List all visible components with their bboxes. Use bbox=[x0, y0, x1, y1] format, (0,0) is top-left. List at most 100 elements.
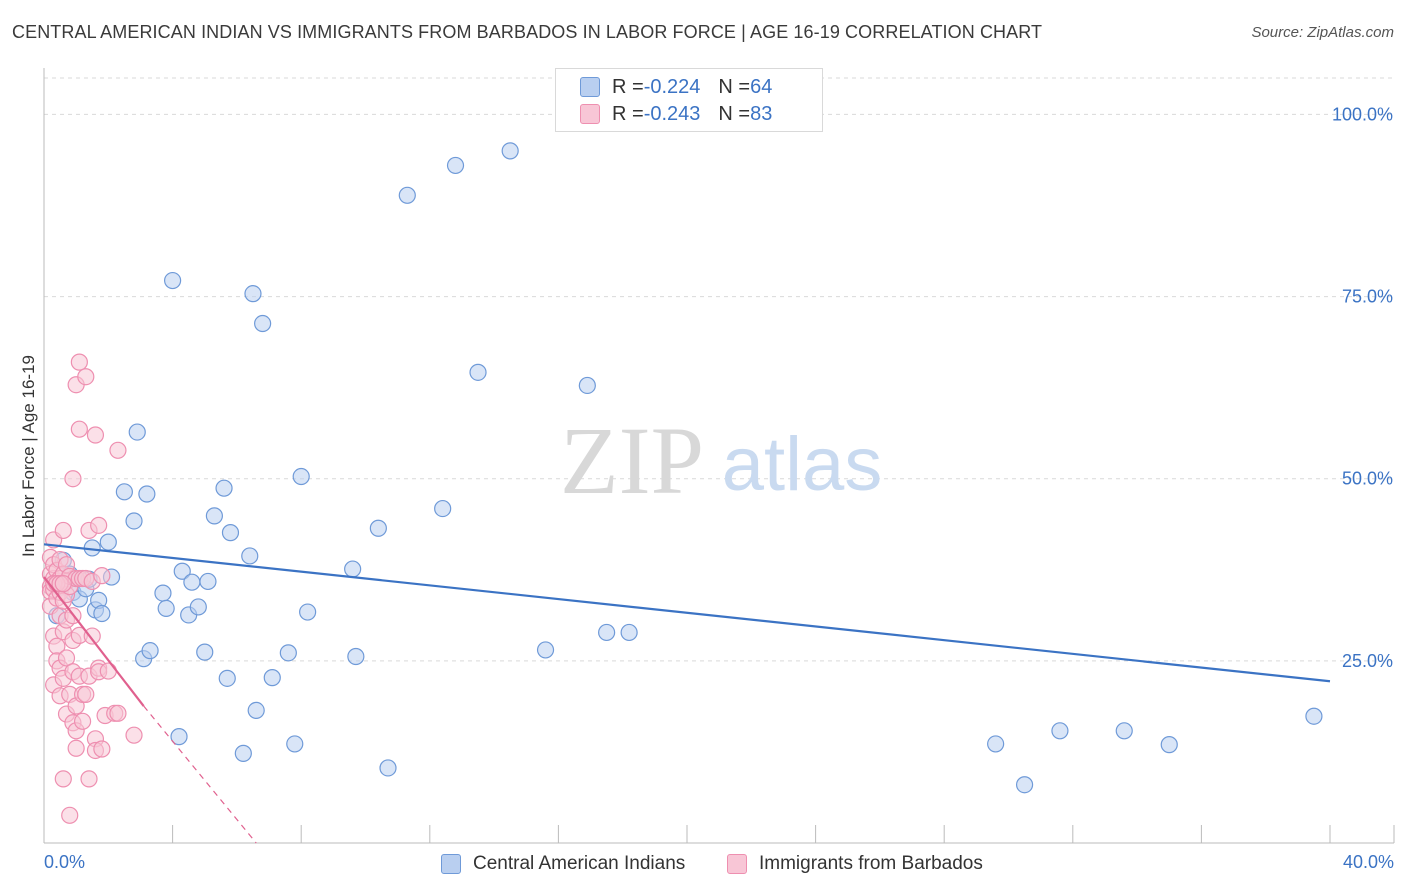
y-tick-label: 100.0% bbox=[1332, 104, 1393, 124]
data-point bbox=[90, 516, 108, 534]
x-tick-max: 40.0% bbox=[1342, 852, 1394, 872]
source-label: Source: ZipAtlas.com bbox=[1251, 24, 1394, 41]
x-tick-min: 0.0% bbox=[44, 852, 86, 872]
data-point bbox=[1305, 707, 1323, 725]
data-point bbox=[154, 584, 172, 602]
data-point bbox=[620, 623, 638, 642]
data-point bbox=[86, 426, 105, 444]
trend-line-blue bbox=[43, 543, 1331, 683]
data-point bbox=[578, 376, 596, 395]
data-point bbox=[77, 368, 95, 386]
data-point bbox=[173, 562, 191, 580]
data-point bbox=[109, 441, 127, 459]
data-point bbox=[247, 701, 265, 720]
data-point bbox=[157, 599, 175, 618]
trend-line-pink-extension bbox=[143, 705, 257, 844]
legend-n-label: N = bbox=[718, 102, 751, 125]
y-tick-label: 75.0% bbox=[1342, 287, 1393, 307]
data-point bbox=[115, 483, 133, 501]
data-point bbox=[205, 507, 223, 525]
data-point bbox=[70, 420, 88, 438]
data-point bbox=[54, 575, 72, 593]
data-point bbox=[263, 669, 281, 687]
legend-n-value: 83 bbox=[750, 102, 773, 125]
data-point bbox=[61, 806, 79, 824]
data-point bbox=[347, 647, 365, 666]
watermark-zip: ZIP bbox=[560, 407, 704, 514]
chart-title: CENTRAL AMERICAN INDIAN VS IMMIGRANTS FR… bbox=[12, 22, 1043, 42]
y-tick-labels: 25.0% 50.0% 75.0% 100.0% bbox=[1332, 104, 1393, 670]
data-point bbox=[446, 156, 465, 175]
data-point bbox=[344, 560, 362, 578]
data-point bbox=[1160, 736, 1178, 754]
data-point bbox=[125, 512, 143, 530]
legend-n-label: N = bbox=[718, 75, 751, 98]
data-point bbox=[141, 642, 159, 660]
data-point bbox=[83, 627, 101, 645]
bottom-legend-pink: Immigrants from Barbados bbox=[727, 852, 983, 876]
data-point bbox=[234, 744, 252, 762]
watermark: ZIP atlas bbox=[560, 407, 882, 514]
grid-lines bbox=[44, 77, 1394, 662]
axes bbox=[43, 68, 1395, 844]
legend-swatch-blue bbox=[580, 77, 600, 97]
data-point bbox=[254, 314, 272, 333]
data-point bbox=[598, 623, 616, 642]
data-point bbox=[286, 735, 304, 753]
y-axis-label: In Labor Force | Age 16-19 bbox=[19, 355, 38, 557]
data-point bbox=[299, 603, 317, 621]
bottom-legend-label-blue: Central American Indians bbox=[473, 853, 686, 874]
data-point bbox=[501, 142, 519, 160]
data-point bbox=[73, 712, 92, 730]
legend-r-label: R = bbox=[612, 102, 644, 125]
data-point bbox=[93, 740, 111, 758]
data-point bbox=[1051, 722, 1069, 740]
data-point bbox=[128, 423, 146, 441]
bottom-legend-blue: Central American Indians bbox=[441, 852, 685, 876]
legend-r-value: -0.224 bbox=[643, 75, 701, 98]
data-point bbox=[170, 728, 188, 746]
legend-row-blue: R = -0.224 N = 64 bbox=[580, 74, 772, 100]
data-point bbox=[1015, 776, 1034, 794]
data-point bbox=[369, 519, 387, 537]
y-tick-label: 50.0% bbox=[1342, 469, 1393, 489]
data-point bbox=[80, 770, 98, 788]
data-point bbox=[279, 644, 297, 662]
data-point bbox=[67, 739, 85, 757]
data-point bbox=[70, 353, 88, 371]
series-immigrants-from-barbados bbox=[41, 353, 143, 824]
legend-n-value: 64 bbox=[750, 75, 773, 98]
trend-line-pink bbox=[43, 576, 145, 707]
data-point bbox=[469, 363, 487, 381]
bottom-legend-swatch-pink bbox=[727, 854, 747, 874]
legend-swatch-pink bbox=[580, 104, 600, 124]
data-point bbox=[54, 770, 72, 788]
data-point bbox=[244, 285, 262, 303]
watermark-atlas: atlas bbox=[722, 422, 883, 507]
data-point bbox=[125, 726, 143, 744]
legend-r-value: -0.243 bbox=[643, 102, 701, 125]
data-point bbox=[196, 643, 214, 661]
legend-r-label: R = bbox=[612, 75, 644, 98]
data-point bbox=[64, 470, 82, 488]
data-point bbox=[434, 499, 452, 518]
bottom-legend-label-pink: Immigrants from Barbados bbox=[759, 853, 983, 874]
data-point bbox=[77, 685, 95, 703]
legend-row-pink: R = -0.243 N = 83 bbox=[580, 101, 772, 127]
y-tick-label: 25.0% bbox=[1342, 651, 1393, 671]
data-point bbox=[292, 467, 310, 486]
data-point bbox=[1115, 722, 1133, 740]
data-point bbox=[93, 604, 111, 623]
data-point bbox=[99, 662, 117, 680]
data-point bbox=[241, 547, 259, 565]
data-point bbox=[183, 573, 201, 591]
data-point bbox=[218, 669, 236, 687]
data-point bbox=[379, 759, 397, 777]
data-point bbox=[221, 524, 240, 542]
data-point bbox=[164, 271, 182, 290]
data-point bbox=[138, 485, 156, 503]
data-point bbox=[189, 598, 207, 616]
data-point bbox=[987, 735, 1005, 753]
data-point bbox=[99, 533, 117, 551]
